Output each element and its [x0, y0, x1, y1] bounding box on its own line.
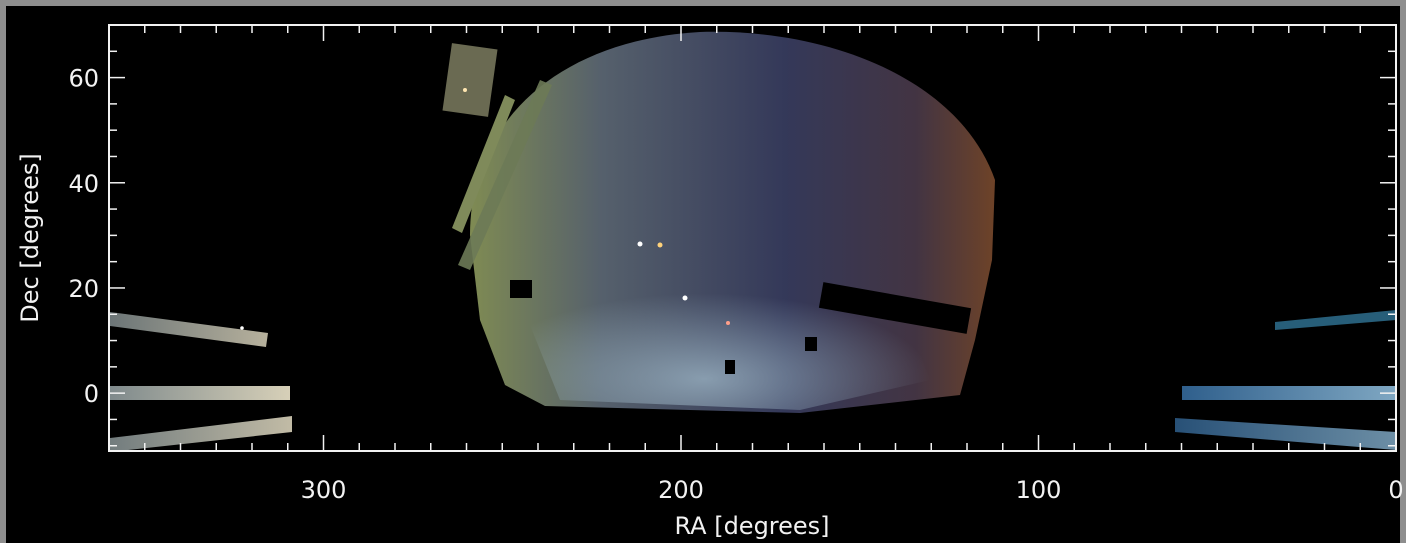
south-right-stripe-lower [1175, 418, 1396, 450]
bright-source [637, 241, 643, 247]
x-tick-label: 100 [1016, 476, 1062, 504]
y-tick-label: 40 [68, 170, 99, 198]
survey-footprint [110, 31, 1396, 452]
bright-source [240, 326, 244, 330]
cap-missing-strip-1 [818, 282, 972, 334]
south-left-stripe-equator [110, 386, 290, 400]
x-tick-label: 300 [301, 476, 347, 504]
cap-missing-strip-3 [725, 360, 735, 374]
y-tick-label: 60 [68, 65, 99, 93]
south-right-stripe-upper [1275, 310, 1396, 330]
bright-source [726, 321, 730, 325]
cap-missing-strip-2 [510, 280, 532, 298]
cap-stripe-2 [458, 80, 552, 270]
south-right-stripe-equator [1182, 386, 1396, 400]
bright-source [463, 88, 467, 92]
south-left-stripe-lower [110, 416, 292, 452]
x-tick-label: 0 [1388, 476, 1403, 504]
x-tick-labels: 300 200 100 0 [301, 476, 1404, 504]
bright-source [682, 295, 688, 301]
cap-top-block [442, 43, 498, 117]
south-left-stripe-upper [110, 312, 268, 347]
bright-source [657, 242, 663, 248]
tick-marks [108, 24, 1397, 451]
y-axis-title: Dec [degrees] [16, 153, 44, 322]
y-tick-label: 0 [84, 380, 99, 408]
plot-axes: 300 200 100 0 0 20 40 60 [68, 24, 1404, 504]
x-axis-title: RA [degrees] [674, 512, 829, 540]
cap-stripe-1 [452, 95, 515, 233]
cap-missing-strip-4 [805, 337, 817, 351]
y-tick-label: 20 [68, 275, 99, 303]
y-tick-labels: 0 20 40 60 [68, 65, 99, 409]
x-tick-label: 200 [658, 476, 704, 504]
